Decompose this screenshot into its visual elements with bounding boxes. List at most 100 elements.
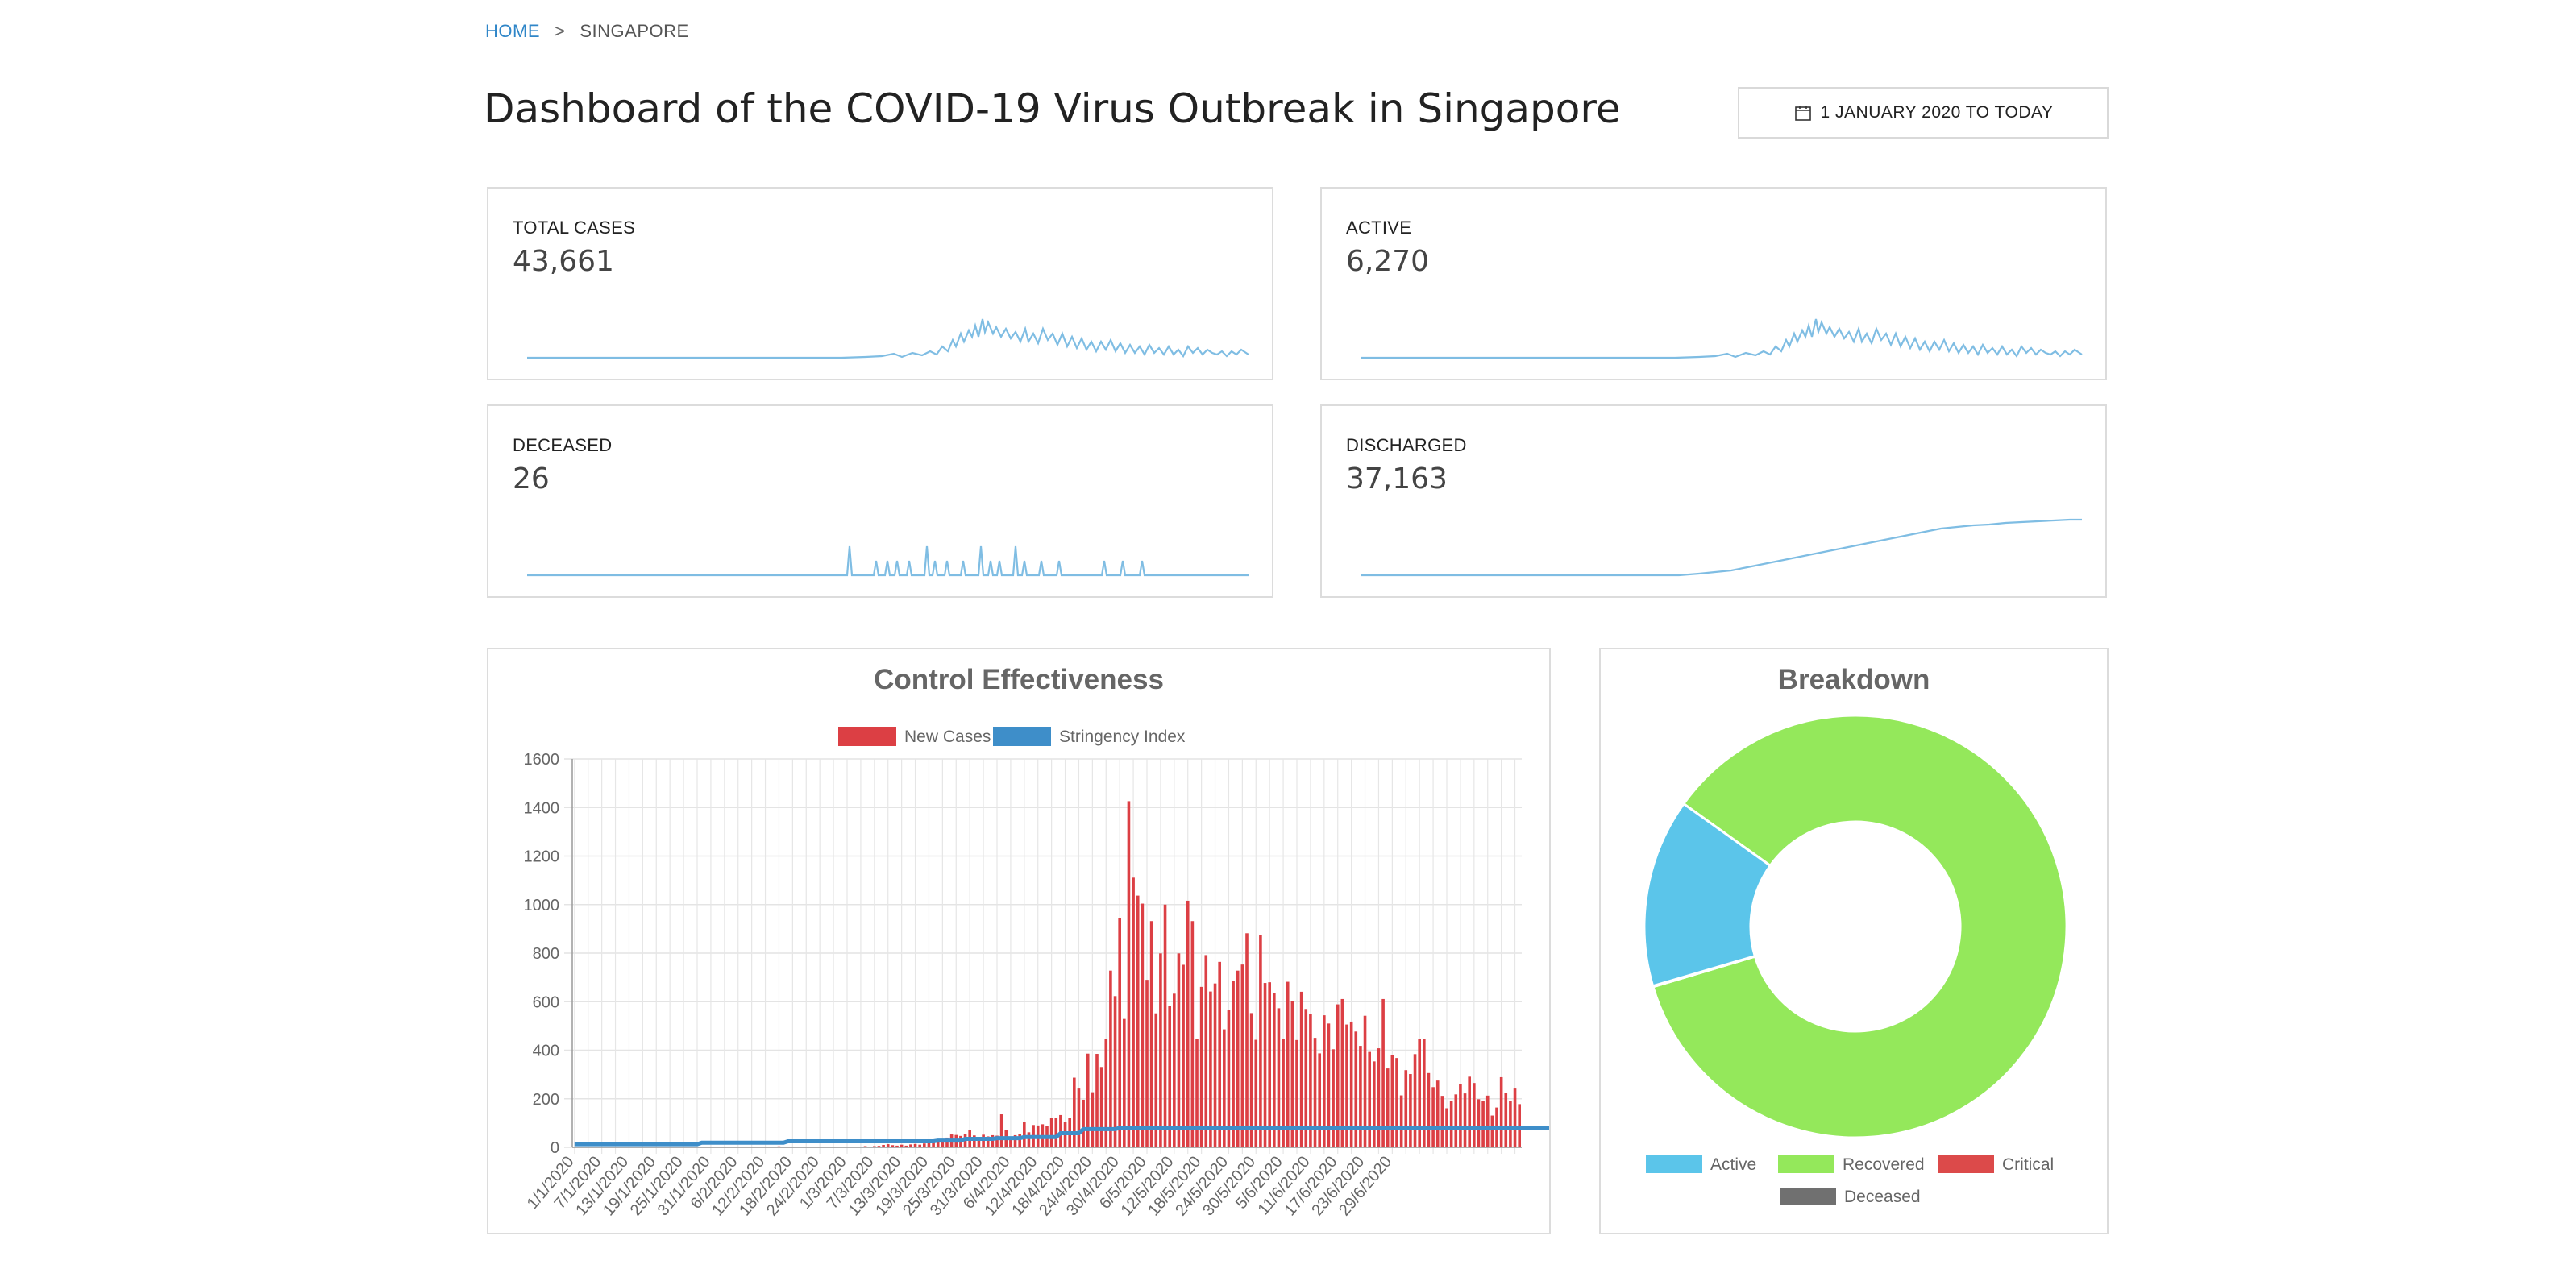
new-cases-bar — [1318, 1053, 1321, 1147]
new-cases-bar — [1259, 935, 1262, 1147]
new-cases-bar — [863, 1146, 867, 1147]
new-cases-bar — [1373, 1061, 1376, 1147]
legend-swatch — [838, 727, 896, 746]
new-cases-bar — [1290, 1001, 1294, 1147]
breadcrumb-home-link[interactable]: HOME — [485, 21, 540, 41]
new-cases-bar — [1454, 1094, 1458, 1147]
total-cases-card: TOTAL CASES 43,661 — [487, 187, 1273, 380]
new-cases-bar — [895, 1145, 899, 1147]
new-cases-bar — [1299, 991, 1303, 1147]
new-cases-bar — [913, 1143, 917, 1147]
legend-swatch — [1780, 1188, 1836, 1205]
new-cases-bar — [1295, 1039, 1298, 1147]
sparkline-path — [1361, 518, 2082, 577]
new-cases-bar — [891, 1145, 895, 1147]
new-cases-bar — [1459, 1084, 1462, 1147]
stringency-index-line — [574, 1126, 1560, 1147]
new-cases-bar — [1013, 1134, 1017, 1147]
new-cases-bar — [918, 1144, 921, 1147]
new-cases-bar — [1413, 1054, 1417, 1147]
new-cases-bar — [1240, 964, 1244, 1147]
y-tick-label: 800 — [533, 945, 559, 963]
new-cases-bar — [1468, 1076, 1471, 1147]
new-cases-bar — [886, 1144, 890, 1147]
breadcrumb: HOME > SINGAPORE — [485, 21, 689, 42]
breakdown-chart: Active Recovered Critical Deceased — [1643, 714, 2068, 1206]
new-cases-bar — [1418, 1039, 1421, 1147]
new-cases-bar — [986, 1136, 990, 1147]
new-cases-bar — [1304, 1009, 1308, 1147]
new-cases-bar — [1481, 1101, 1485, 1147]
sparkline-path — [527, 545, 1249, 577]
new-cases-bar — [977, 1138, 981, 1147]
y-tick-label: 1600 — [524, 751, 560, 769]
new-cases-bar — [1286, 981, 1290, 1147]
deceased-card: DECEASED 26 — [487, 404, 1273, 598]
deceased-label: DECEASED — [513, 435, 613, 455]
new-cases-bar — [1377, 1048, 1381, 1147]
new-cases-bar — [1309, 1014, 1312, 1147]
new-cases-bar — [1190, 921, 1195, 1147]
chart-legend: New Cases Stringency Index — [838, 727, 1186, 746]
new-cases-bar — [1390, 1055, 1394, 1147]
new-cases-bar — [873, 1146, 876, 1147]
legend-label: Active — [1710, 1155, 1756, 1174]
discharged-value: 37,163 — [1346, 462, 1448, 496]
new-cases-bar — [1490, 1115, 1494, 1147]
new-cases-bar — [1409, 1074, 1412, 1147]
new-cases-bar — [1113, 996, 1117, 1147]
new-cases-bar — [1232, 981, 1235, 1147]
new-cases-bar — [1485, 1095, 1490, 1147]
legend-label: Stringency Index — [1059, 728, 1186, 746]
y-tick-label: 1200 — [524, 848, 560, 866]
new-cases-bar — [982, 1134, 985, 1147]
breadcrumb-current: SINGAPORE — [580, 21, 689, 41]
new-cases-bar — [1323, 1015, 1326, 1147]
new-cases-bar — [1209, 991, 1212, 1147]
new-cases-bar — [1054, 1118, 1058, 1147]
legend-swatch — [1646, 1155, 1702, 1173]
new-cases-bar — [1449, 1101, 1453, 1147]
new-cases-bar — [1463, 1093, 1467, 1147]
breakdown-card: Breakdown Active Recovered Critical Decease… — [1599, 648, 2109, 1234]
new-cases-bar — [1504, 1093, 1508, 1147]
total-cases-value: 43,661 — [513, 245, 614, 278]
new-cases-bar — [1218, 961, 1221, 1147]
new-cases-bar — [1349, 1021, 1353, 1147]
date-range-button[interactable]: 1 JANUARY 2020 TO TODAY — [1738, 87, 2109, 139]
new-cases-bar — [932, 1141, 935, 1147]
new-cases-bar — [1199, 986, 1203, 1147]
new-cases-bar — [1513, 1088, 1517, 1147]
new-cases-bar — [1132, 877, 1135, 1147]
breadcrumb-separator: > — [555, 21, 566, 41]
new-cases-bar — [1049, 1118, 1053, 1147]
new-cases-bar — [1254, 1039, 1258, 1147]
new-cases-bar — [1182, 964, 1185, 1147]
page-title: Dashboard of the COVID-19 Virus Outbreak… — [484, 85, 1621, 132]
new-cases-bar — [1018, 1134, 1021, 1147]
new-cases-bar — [1499, 1076, 1503, 1147]
legend-label: Critical — [2002, 1155, 2054, 1174]
new-cases-bar — [1073, 1077, 1076, 1147]
new-cases-bar — [1095, 1054, 1099, 1147]
new-cases-bar — [1440, 1096, 1444, 1147]
new-cases-bar — [1082, 1099, 1085, 1147]
new-cases-bar — [1204, 955, 1208, 1147]
new-cases-series — [673, 801, 1521, 1147]
new-cases-bar — [1363, 1015, 1367, 1147]
discharged-label: DISCHARGED — [1346, 435, 1467, 455]
deceased-sparkline — [527, 545, 1249, 577]
new-cases-bar — [1173, 993, 1176, 1147]
new-cases-bar — [1423, 1039, 1426, 1147]
new-cases-bar — [1273, 993, 1276, 1147]
control-effectiveness-chart: New Cases Stringency Index 0 200 400 600 800 10… — [524, 727, 1560, 1219]
sparkline-path — [527, 318, 1249, 359]
new-cases-bar — [991, 1134, 995, 1147]
sparkline-path — [1361, 318, 2083, 359]
control-effectiveness-title: Control Effectiveness — [874, 664, 1164, 695]
new-cases-bar — [1099, 1067, 1103, 1147]
calendar-icon — [1794, 106, 1811, 121]
new-cases-bar — [1009, 1137, 1012, 1147]
new-cases-bar — [1359, 1046, 1362, 1147]
new-cases-bar — [941, 1139, 945, 1147]
